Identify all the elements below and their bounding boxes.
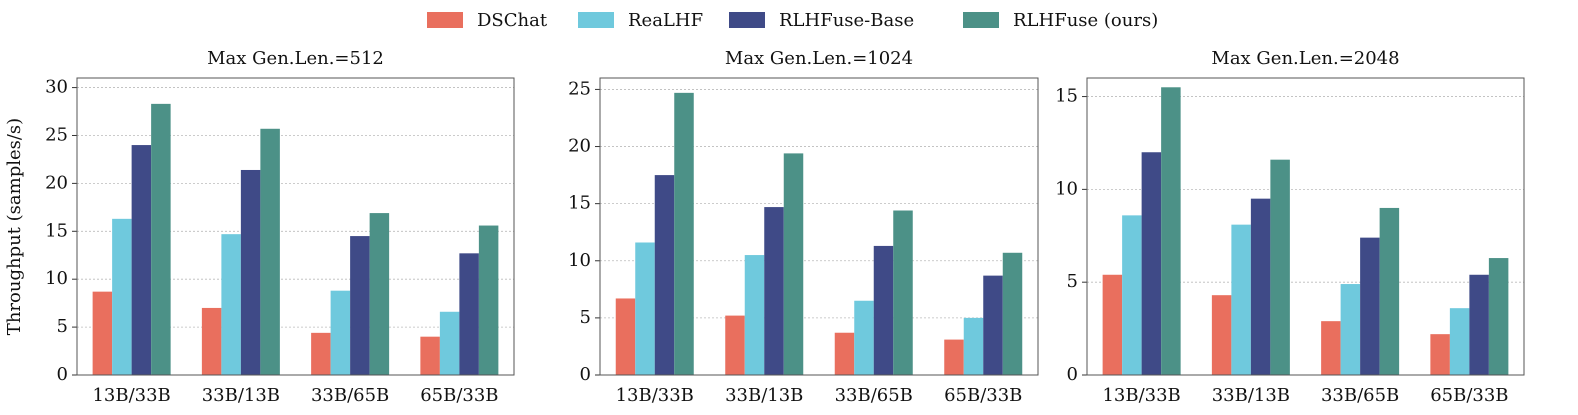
legend-label: RLHFuse-Base bbox=[779, 10, 914, 31]
bar bbox=[744, 255, 765, 375]
bar bbox=[1141, 152, 1162, 375]
bar bbox=[131, 145, 152, 375]
bar bbox=[834, 332, 855, 375]
chart-title: Max Gen.Len.=512 bbox=[207, 48, 384, 69]
y-axis-label: Throughput (samples/s) bbox=[4, 118, 25, 335]
bar bbox=[478, 225, 499, 375]
x-tick-label: 33B/13B bbox=[202, 385, 280, 406]
bar bbox=[151, 103, 171, 376]
x-tick-label: 33B/13B bbox=[725, 385, 803, 406]
bar bbox=[1250, 198, 1271, 375]
bar bbox=[112, 218, 132, 375]
bar bbox=[1469, 274, 1489, 375]
y-tick-label: 0 bbox=[57, 364, 68, 385]
bar bbox=[963, 317, 984, 375]
bar bbox=[1231, 224, 1251, 375]
x-tick-label: 13B/33B bbox=[1102, 385, 1180, 406]
bar bbox=[654, 175, 675, 375]
bar bbox=[1449, 308, 1470, 375]
x-tick-label: 33B/65B bbox=[835, 385, 913, 406]
bar bbox=[674, 92, 694, 375]
bar bbox=[983, 275, 1003, 375]
bar bbox=[240, 169, 261, 375]
bar bbox=[854, 300, 874, 375]
y-tick-label: 5 bbox=[57, 316, 68, 337]
legend-label: RLHFuse (ours) bbox=[1013, 10, 1158, 31]
bar bbox=[783, 153, 804, 375]
y-tick-label: 25 bbox=[45, 124, 68, 145]
bar bbox=[439, 311, 460, 375]
bar bbox=[725, 315, 745, 375]
legend-swatch bbox=[427, 12, 463, 28]
legend-label: DSChat bbox=[477, 10, 548, 31]
bar bbox=[260, 128, 280, 375]
bar bbox=[1211, 295, 1232, 375]
x-tick-label: 33B/13B bbox=[1212, 385, 1290, 406]
bar bbox=[369, 213, 390, 375]
legend-swatch bbox=[578, 12, 614, 28]
legend-label: ReaLHF bbox=[628, 10, 703, 31]
y-tick-label: 20 bbox=[568, 136, 591, 157]
bar bbox=[1122, 215, 1142, 375]
bar bbox=[1340, 284, 1361, 375]
y-tick-label: 20 bbox=[45, 172, 68, 193]
axes-frame bbox=[1086, 77, 1525, 376]
x-tick-label: 33B/65B bbox=[1321, 385, 1399, 406]
y-tick-label: 0 bbox=[580, 364, 591, 385]
y-tick-label: 0 bbox=[1067, 364, 1078, 385]
chart-title: Max Gen.Len.=1024 bbox=[725, 48, 913, 69]
chart-title: Max Gen.Len.=2048 bbox=[1211, 48, 1399, 69]
bar bbox=[330, 290, 351, 375]
bar bbox=[1360, 237, 1380, 375]
bar bbox=[1430, 334, 1450, 375]
axes-frame bbox=[76, 77, 515, 376]
y-tick-label: 15 bbox=[568, 193, 591, 214]
bar bbox=[1270, 159, 1290, 375]
bar bbox=[1488, 258, 1509, 375]
axes-frame bbox=[599, 77, 1039, 376]
bar bbox=[459, 253, 479, 375]
bar bbox=[1102, 274, 1123, 375]
bar bbox=[635, 242, 655, 375]
x-tick-label: 13B/33B bbox=[616, 385, 694, 406]
bar bbox=[420, 336, 440, 375]
y-tick-label: 30 bbox=[45, 77, 68, 98]
y-tick-label: 15 bbox=[45, 220, 68, 241]
x-tick-label: 65B/33B bbox=[420, 385, 498, 406]
bar bbox=[221, 234, 241, 375]
bar bbox=[893, 210, 913, 375]
bar bbox=[764, 207, 784, 375]
x-tick-label: 13B/33B bbox=[92, 385, 170, 406]
bar bbox=[201, 307, 222, 375]
y-tick-label: 10 bbox=[45, 268, 68, 289]
y-tick-label: 10 bbox=[1055, 178, 1078, 199]
legend-swatch bbox=[963, 12, 999, 28]
legend-swatch bbox=[729, 12, 765, 28]
y-tick-label: 25 bbox=[568, 78, 591, 99]
bar bbox=[311, 332, 331, 375]
x-tick-label: 65B/33B bbox=[944, 385, 1022, 406]
y-tick-label: 5 bbox=[1067, 271, 1078, 292]
bar bbox=[944, 339, 964, 375]
y-tick-label: 10 bbox=[568, 250, 591, 271]
bar bbox=[1379, 207, 1400, 375]
x-tick-label: 33B/65B bbox=[311, 385, 389, 406]
x-tick-label: 65B/33B bbox=[1430, 385, 1508, 406]
bar bbox=[873, 245, 894, 375]
y-tick-label: 5 bbox=[580, 307, 591, 328]
bar bbox=[1161, 87, 1181, 375]
bar bbox=[615, 298, 636, 375]
y-tick-label: 15 bbox=[1055, 86, 1078, 107]
bar bbox=[1321, 321, 1341, 375]
bar bbox=[92, 291, 113, 375]
bar bbox=[1002, 252, 1023, 375]
bar bbox=[350, 236, 370, 375]
